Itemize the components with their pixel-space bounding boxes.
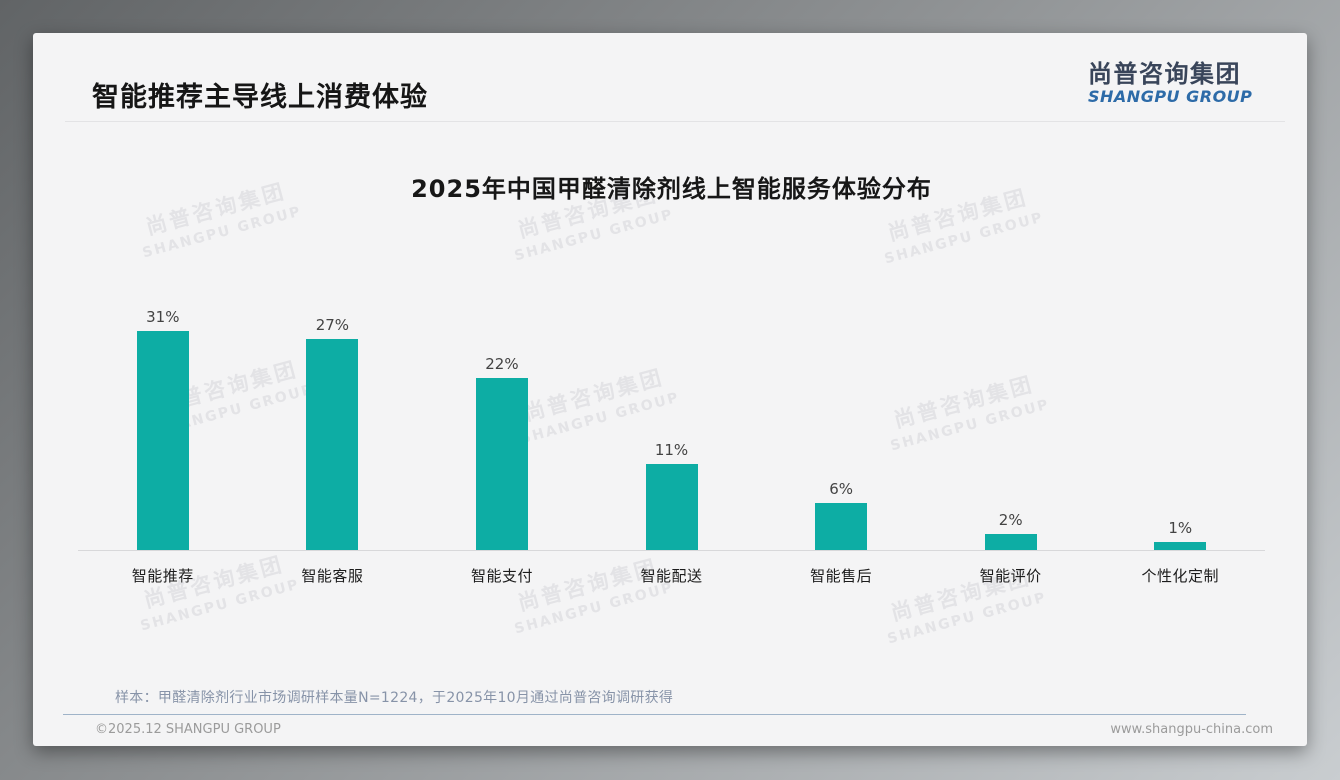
sample-note: 样本：甲醛清除剂行业市场调研样本量N=1224，于2025年10月通过尚普咨询调… (115, 690, 674, 706)
bar-value-label: 27% (315, 316, 350, 335)
bar-column: 6% (756, 308, 926, 550)
bar (645, 464, 698, 550)
bar-value-label: 2% (998, 511, 1023, 530)
logo-chinese-text: 尚普咨询集团 (1088, 60, 1241, 88)
bar-column: 22% (417, 308, 587, 550)
watermark-english-text: SHANGPU GROUP (512, 206, 676, 265)
category-label: 智能客服 (301, 567, 364, 585)
page-title: 智能推荐主导线上消费体验 (92, 82, 428, 113)
bar-value-label: 1% (1168, 519, 1193, 538)
bar (1154, 542, 1207, 550)
category-axis: 智能推荐 智能客服 智能支付 智能配送 智能售后 智能评价 个性化定制 (78, 565, 1265, 586)
bar-chart-plot: 31% 27% 22% 11% 6% 2% 1% (78, 308, 1265, 550)
footer-copyright: ©2025.12 SHANGPU GROUP (95, 722, 281, 737)
category-label: 智能配送 (640, 567, 703, 585)
category-label: 智能支付 (470, 567, 533, 585)
bar-value-label: 11% (654, 441, 689, 460)
footer: ©2025.12 SHANGPU GROUP www.shangpu-china… (95, 722, 1273, 737)
category-label: 智能推荐 (131, 567, 194, 585)
chart-title: 2025年中国甲醛清除剂线上智能服务体验分布 (411, 175, 932, 203)
bar (984, 534, 1037, 550)
category-label: 个性化定制 (1141, 567, 1220, 585)
footer-website: www.shangpu-china.com (1110, 722, 1273, 737)
bar-value-label: 6% (829, 480, 853, 499)
bar-column: 1% (1095, 308, 1265, 550)
bar (475, 378, 528, 550)
watermark-english-text: SHANGPU GROUP (882, 209, 1046, 268)
watermark: 尚普咨询集团 SHANGPU GROUP (502, 548, 679, 638)
category-label: 智能售后 (810, 567, 873, 585)
logo-english-text: SHANGPU GROUP (1088, 87, 1253, 107)
shangpu-logo: 尚普咨询集团 SHANGPU GROUP (1088, 61, 1252, 106)
bar-value-label: 31% (146, 308, 180, 326)
watermark-english-text: SHANGPU GROUP (512, 579, 676, 638)
bar-column: 27% (248, 308, 418, 550)
note-divider (63, 714, 1246, 715)
watermark-english-text: SHANGPU GROUP (140, 203, 304, 262)
bar-column: 11% (587, 308, 757, 550)
watermark-english-text: SHANGPU GROUP (885, 589, 1049, 648)
bar-value-label: 22% (485, 355, 519, 374)
bar (136, 331, 189, 550)
bar-column: 31% (78, 308, 248, 550)
header-divider (65, 121, 1285, 122)
bar-column: 2% (926, 308, 1096, 550)
x-axis-line (78, 550, 1265, 551)
watermark: 尚普咨询集团 SHANGPU GROUP (128, 545, 305, 635)
bar (815, 503, 868, 550)
category-label: 智能评价 (979, 567, 1042, 585)
bar (306, 339, 359, 550)
content-card: 智能推荐主导线上消费体验 尚普咨询集团 SHANGPU GROUP 尚普咨询集团… (33, 33, 1307, 746)
